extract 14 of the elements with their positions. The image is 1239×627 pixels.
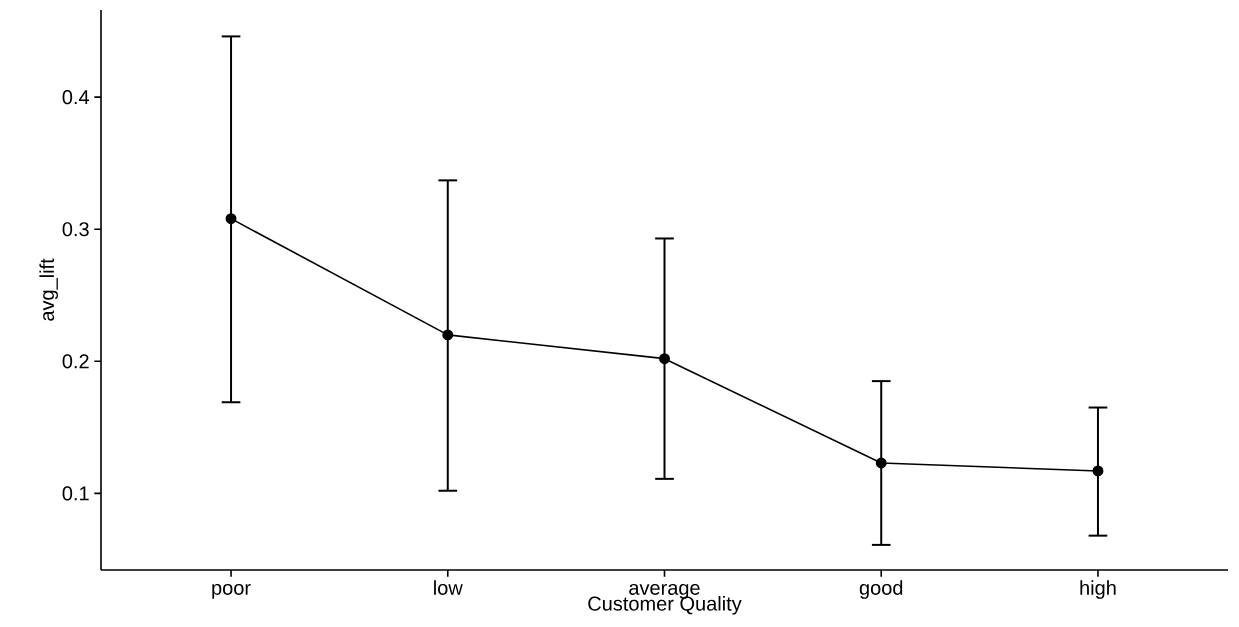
x-tick-label: high <box>1080 580 1116 599</box>
point <box>442 329 454 341</box>
y-tick-label: 0.1 <box>62 486 89 501</box>
x-tick-label: poor <box>212 583 251 599</box>
point <box>1092 465 1104 477</box>
point <box>659 353 670 365</box>
y-tick-label: 0.4 <box>62 90 90 105</box>
x-tick-label: low <box>434 580 463 595</box>
y-tick-label: 0.2 <box>62 354 89 369</box>
point <box>225 213 237 225</box>
y-tick-label: 0.3 <box>62 222 89 237</box>
point <box>875 457 887 469</box>
x-tick-label: good <box>859 580 903 599</box>
y-axis-title: avg_lift <box>39 258 58 321</box>
